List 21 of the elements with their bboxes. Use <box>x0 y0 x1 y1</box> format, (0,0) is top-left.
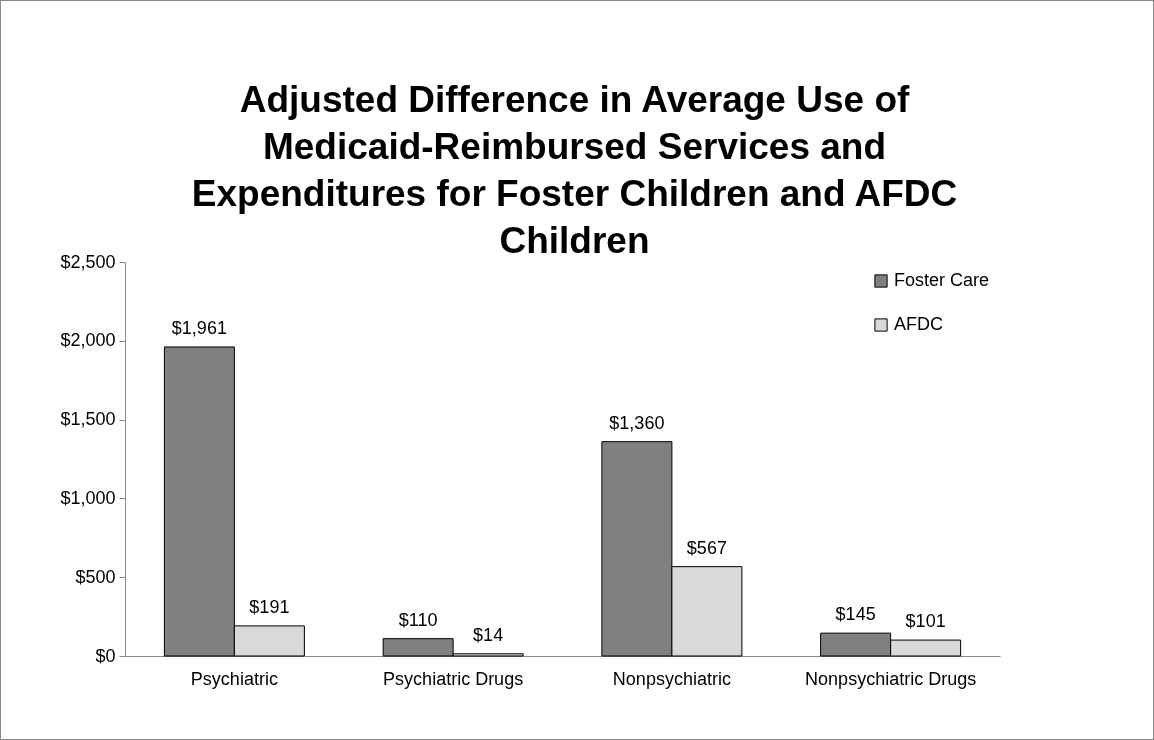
chart-title: Adjusted Difference in Average Use of Medicaid-Reimbursed Services and Expenditures for Foster Children and AFDC Children <box>191 79 958 261</box>
y-tick-label: $0 <box>95 645 116 666</box>
y-tick-label: $1,000 <box>60 487 116 508</box>
y-tick-label: $1,500 <box>60 409 116 430</box>
legend-label: Foster Care <box>894 270 990 290</box>
data-label: $191 <box>249 596 290 617</box>
x-tick-label: Nonpsychiatric Drugs <box>805 668 977 689</box>
y-tick-label: $2,000 <box>60 330 116 351</box>
y-tick-label: $2,500 <box>60 251 116 272</box>
data-label: $110 <box>398 609 438 630</box>
x-tick-label: Psychiatric Drugs <box>383 668 524 689</box>
data-label: $567 <box>686 537 727 558</box>
data-label: $101 <box>905 611 946 632</box>
data-label: $1,961 <box>171 317 227 338</box>
data-label: $14 <box>473 624 504 645</box>
x-tick-label: Psychiatric <box>190 668 278 689</box>
y-tick-label: $500 <box>75 566 116 587</box>
x-tick-label: Nonpsychiatric <box>612 668 731 689</box>
data-label: $1,360 <box>609 412 665 433</box>
legend-label: AFDC <box>894 314 943 334</box>
data-label: $145 <box>835 604 876 625</box>
